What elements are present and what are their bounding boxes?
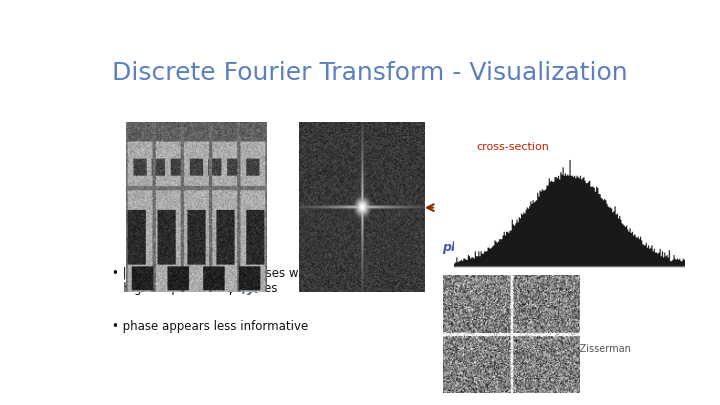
Text: cross-section: cross-section [477,141,549,151]
Text: |F(u,v)|: |F(u,v)| [345,123,396,136]
Text: Slide by A. Zisserman: Slide by A. Zisserman [526,344,631,354]
Text: f(x,y): f(x,y) [223,283,261,296]
Text: • |f(u,v)| generally decreases with
   higher spatial frequencies: • |f(u,v)| generally decreases with high… [112,267,315,295]
Text: phase F(u,v): phase F(u,v) [442,241,531,254]
Text: • phase appears less informative: • phase appears less informative [112,320,309,333]
Text: Discrete Fourier Transform - Visualization: Discrete Fourier Transform - Visualizati… [112,61,628,85]
